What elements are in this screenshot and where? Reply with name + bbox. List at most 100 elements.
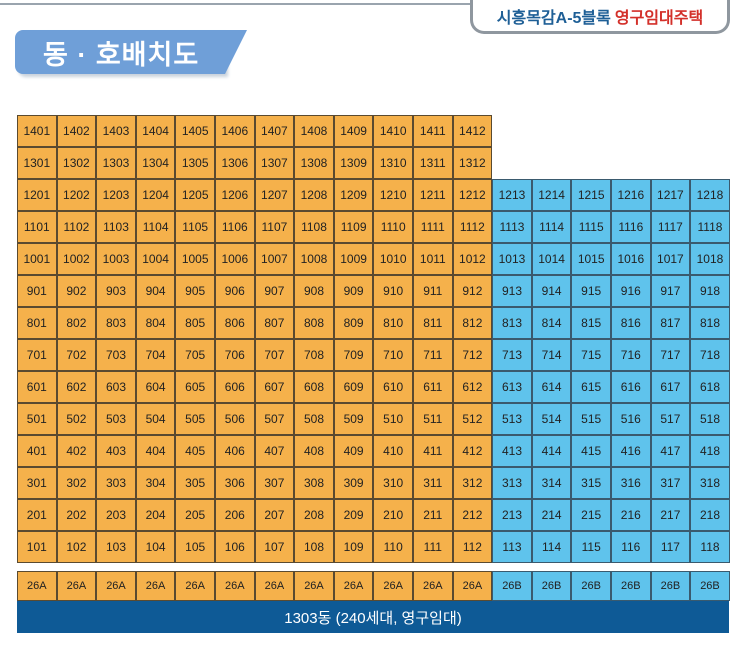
unit-cell: 309 bbox=[333, 467, 374, 499]
unit-cell: 406 bbox=[215, 435, 255, 467]
unit-cell: 1312 bbox=[452, 147, 493, 179]
unit-cell: 913 bbox=[492, 275, 532, 307]
unit-cell: 117 bbox=[650, 531, 691, 563]
unit-cell: 601 bbox=[17, 371, 57, 403]
unit-cell: 513 bbox=[492, 403, 532, 435]
unit-cell: 612 bbox=[452, 371, 493, 403]
unit-cell: 510 bbox=[373, 403, 413, 435]
unit-cell: 217 bbox=[650, 499, 691, 531]
unit-cell: 809 bbox=[333, 307, 374, 339]
unit-cell: 1204 bbox=[135, 179, 176, 211]
unit-cell: 413 bbox=[492, 435, 532, 467]
unit-cell: 101 bbox=[17, 531, 57, 563]
unit-cell: 1101 bbox=[17, 211, 57, 243]
unit-cell: 804 bbox=[135, 307, 176, 339]
unit-type-cell: 26A bbox=[254, 571, 295, 601]
unit-cell: 814 bbox=[531, 307, 572, 339]
unit-cell: 203 bbox=[96, 499, 136, 531]
unit-cell: 1311 bbox=[413, 147, 453, 179]
unit-type-cell: 26A bbox=[96, 571, 136, 601]
unit-cell: 1308 bbox=[294, 147, 334, 179]
unit-cell: 201 bbox=[17, 499, 57, 531]
unit-cell: 308 bbox=[294, 467, 334, 499]
unit-cell: 1404 bbox=[135, 115, 176, 147]
unit-cell: 806 bbox=[215, 307, 255, 339]
unit-cell: 505 bbox=[175, 403, 215, 435]
unit-cell: 810 bbox=[373, 307, 413, 339]
unit-type-cell: 26B bbox=[690, 571, 730, 601]
unit-cell: 808 bbox=[294, 307, 334, 339]
unit-cell: 207 bbox=[254, 499, 295, 531]
unit-cell: 515 bbox=[571, 403, 611, 435]
unit-cell: 112 bbox=[452, 531, 493, 563]
unit-cell: 1001 bbox=[17, 243, 57, 275]
unit-cell: 1214 bbox=[531, 179, 572, 211]
unit-cell: 415 bbox=[571, 435, 611, 467]
unit-cell: 318 bbox=[690, 467, 730, 499]
unit-cell: 711 bbox=[413, 339, 453, 371]
unit-cell: 1410 bbox=[373, 115, 413, 147]
unit-cell: 710 bbox=[373, 339, 413, 371]
unit-cell: 416 bbox=[611, 435, 651, 467]
unit-cell: 1207 bbox=[254, 179, 295, 211]
unit-cell: 614 bbox=[531, 371, 572, 403]
unit-cell: 718 bbox=[690, 339, 730, 371]
unit-cell: 609 bbox=[333, 371, 374, 403]
unit-cell: 709 bbox=[333, 339, 374, 371]
building-label: 1303동 (240세대, 영구임대) bbox=[17, 601, 729, 633]
unit-cell: 1211 bbox=[413, 179, 453, 211]
unit-cell: 1009 bbox=[333, 243, 374, 275]
unit-cell: 114 bbox=[531, 531, 572, 563]
unit-cell: 108 bbox=[294, 531, 334, 563]
unit-cell: 716 bbox=[611, 339, 651, 371]
header-tab: 시흥목감A-5블록 영구임대주택 bbox=[470, 0, 730, 34]
unit-cell: 1109 bbox=[333, 211, 374, 243]
unit-cell: 210 bbox=[373, 499, 413, 531]
unit-cell: 1006 bbox=[215, 243, 255, 275]
unit-cell: 903 bbox=[96, 275, 136, 307]
unit-cell: 417 bbox=[650, 435, 691, 467]
unit-cell: 618 bbox=[690, 371, 730, 403]
unit-cell: 202 bbox=[56, 499, 97, 531]
unit-cell: 113 bbox=[492, 531, 532, 563]
unit-cell: 811 bbox=[413, 307, 453, 339]
unit-cell: 311 bbox=[413, 467, 453, 499]
unit-cell: 1004 bbox=[135, 243, 176, 275]
unit-cell: 1218 bbox=[690, 179, 730, 211]
unit-cell: 1202 bbox=[56, 179, 97, 211]
unit-cell: 214 bbox=[531, 499, 572, 531]
unit-type-cell: 26A bbox=[135, 571, 176, 601]
unit-cell: 407 bbox=[254, 435, 295, 467]
unit-cell: 708 bbox=[294, 339, 334, 371]
unit-cell: 103 bbox=[96, 531, 136, 563]
unit-cell: 208 bbox=[294, 499, 334, 531]
unit-type-cell: 26B bbox=[531, 571, 572, 601]
unit-cell: 107 bbox=[254, 531, 295, 563]
unit-cell: 1412 bbox=[452, 115, 493, 147]
unit-cell: 706 bbox=[215, 339, 255, 371]
unit-cell: 1110 bbox=[373, 211, 413, 243]
unit-cell: 211 bbox=[413, 499, 453, 531]
unit-cell: 1013 bbox=[492, 243, 532, 275]
unit-cell: 1405 bbox=[175, 115, 215, 147]
unit-cell: 109 bbox=[333, 531, 374, 563]
unit-cell: 617 bbox=[650, 371, 691, 403]
unit-cell: 509 bbox=[333, 403, 374, 435]
unit-cell: 802 bbox=[56, 307, 97, 339]
unit-cell: 1210 bbox=[373, 179, 413, 211]
unit-cell: 1017 bbox=[650, 243, 691, 275]
unit-cell: 1206 bbox=[215, 179, 255, 211]
unit-cell: 503 bbox=[96, 403, 136, 435]
unit-cell: 904 bbox=[135, 275, 176, 307]
unit-cell: 801 bbox=[17, 307, 57, 339]
unit-type-cell: 26B bbox=[650, 571, 691, 601]
unit-cell: 516 bbox=[611, 403, 651, 435]
unit-cell: 1018 bbox=[690, 243, 730, 275]
unit-cell: 518 bbox=[690, 403, 730, 435]
unit-cell: 1104 bbox=[135, 211, 176, 243]
unit-cell: 1213 bbox=[492, 179, 532, 211]
unit-cell: 316 bbox=[611, 467, 651, 499]
unit-cell: 817 bbox=[650, 307, 691, 339]
unit-cell: 1108 bbox=[294, 211, 334, 243]
unit-cell: 1203 bbox=[96, 179, 136, 211]
